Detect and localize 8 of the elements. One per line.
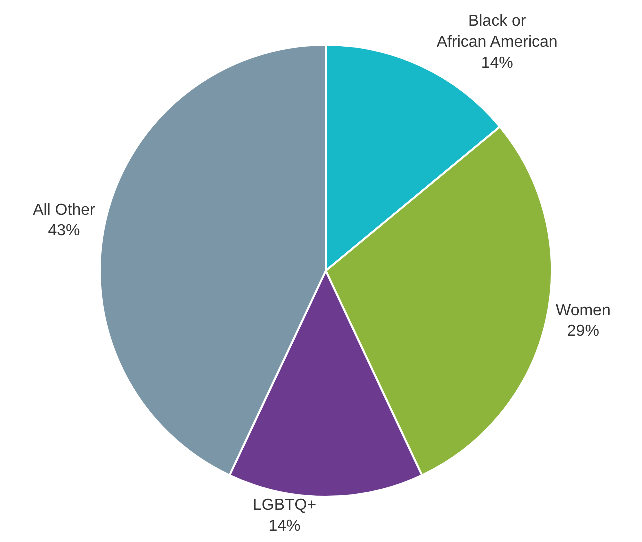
slice-label: Women [556,302,611,320]
data-label: 43% [48,222,80,240]
slice-label: All Other [33,202,96,219]
data-label: 29% [567,323,600,340]
data-label: 14% [268,518,301,535]
data-label: 14% [481,54,514,72]
slice-label: Black or African American [436,13,558,52]
slice-label: LGBTQ+ [252,497,317,514]
